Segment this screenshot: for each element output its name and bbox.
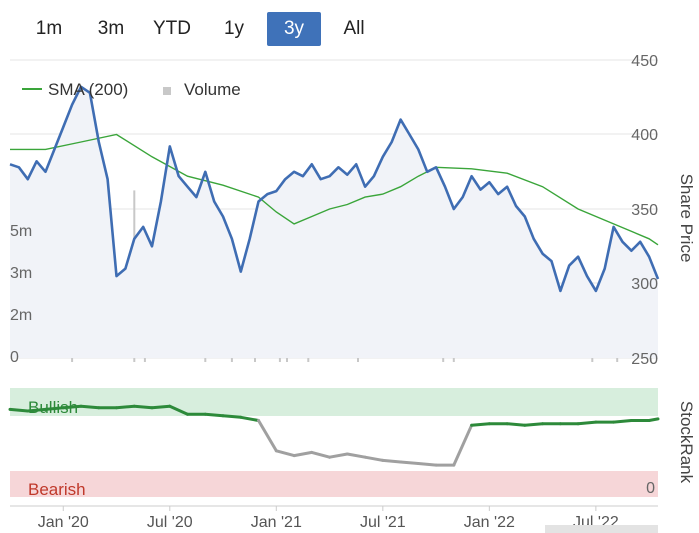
stockrank-segment [292, 450, 314, 458]
legend: SMA (200) Volume [22, 80, 241, 99]
stockrank-axis-label: StockRank [677, 401, 696, 484]
volume-axis-ticks: 5m 3m 2m 0 [10, 223, 32, 366]
stockrank-segment [328, 452, 349, 459]
stockrank-segment [274, 449, 296, 458]
x-tick-label: Jan '20 [38, 514, 89, 531]
bullish-band [10, 388, 658, 416]
x-tick-label: Jul '21 [360, 514, 406, 531]
stockrank-segment [115, 404, 136, 410]
range-button-1m[interactable]: 1m [35, 18, 63, 39]
stockrank-segment [452, 423, 474, 467]
range-button-3y[interactable]: 3y [267, 12, 321, 46]
stockrank-segment [44, 406, 65, 411]
stockrank-segment [381, 458, 403, 464]
stockrank-segment [416, 462, 438, 467]
stockrank-segment [150, 404, 172, 410]
sma-line [10, 133, 659, 246]
volume-tick: 5m [10, 223, 32, 240]
share-price-axis-label: Share Price [677, 174, 696, 263]
stockrank-segment [647, 417, 660, 422]
stockrank-segment [61, 404, 83, 410]
volume-tick: 0 [10, 349, 19, 366]
stockrank-segment [612, 419, 633, 424]
price-tick: 250 [631, 351, 658, 368]
stockrank-segment [399, 460, 420, 465]
range-button-3m[interactable]: 3m [97, 18, 125, 39]
range-button-1y[interactable]: 1y [223, 18, 245, 39]
stockrank-tick: 0 [646, 480, 655, 497]
x-tick-label: Jul '20 [147, 514, 193, 531]
stockrank-segment [132, 404, 154, 410]
price-tick: 300 [631, 276, 658, 293]
price-tick: 400 [631, 127, 658, 144]
stockrank-segment [239, 415, 260, 422]
bearish-band [10, 471, 658, 497]
stockrank-segment [345, 452, 367, 459]
stockrank-segment [221, 414, 243, 419]
stockrank-segment [310, 450, 332, 459]
stockrank-segment [79, 404, 101, 410]
stockrank-segment [470, 422, 491, 427]
price-line [9, 85, 660, 293]
volume-tick: 2m [10, 307, 32, 324]
bearish-label: Bearish [28, 480, 86, 499]
stockrank-segment [8, 407, 30, 413]
price-tick: 450 [631, 53, 658, 70]
stockrank-segment [257, 419, 278, 453]
volume-tick: 3m [10, 265, 32, 282]
price-area [10, 86, 658, 359]
price-tick: 350 [631, 202, 658, 219]
stockrank-segment [523, 422, 545, 427]
range-selector: 1m 3m YTD 1y 3y All [0, 8, 420, 48]
stockrank-segment [363, 455, 385, 462]
range-button-all[interactable]: All [343, 18, 365, 39]
stockrank-segment [505, 422, 527, 427]
x-tick-label: Jan '22 [464, 514, 515, 531]
stockrank-line [8, 404, 660, 467]
stockrank-segment [576, 420, 598, 426]
legend-sma-label[interactable]: SMA (200) [48, 80, 128, 99]
legend-volume-label[interactable]: Volume [184, 80, 241, 99]
price-axis-ticks: 450 400 350 300 250 [631, 53, 658, 368]
x-tick-label: Jan '21 [251, 514, 302, 531]
stockrank-segment [203, 412, 225, 418]
range-button-ytd[interactable]: YTD [153, 18, 191, 39]
x-axis-ticks: Jan '20 Jul '20 Jan '21 Jul '21 Jan '22 Jul '… [38, 506, 619, 531]
stockrank-segment [26, 407, 47, 413]
stockrank-segment [168, 404, 189, 416]
navigator-scrollbar[interactable] [545, 525, 658, 533]
legend-volume-swatch [163, 87, 171, 95]
